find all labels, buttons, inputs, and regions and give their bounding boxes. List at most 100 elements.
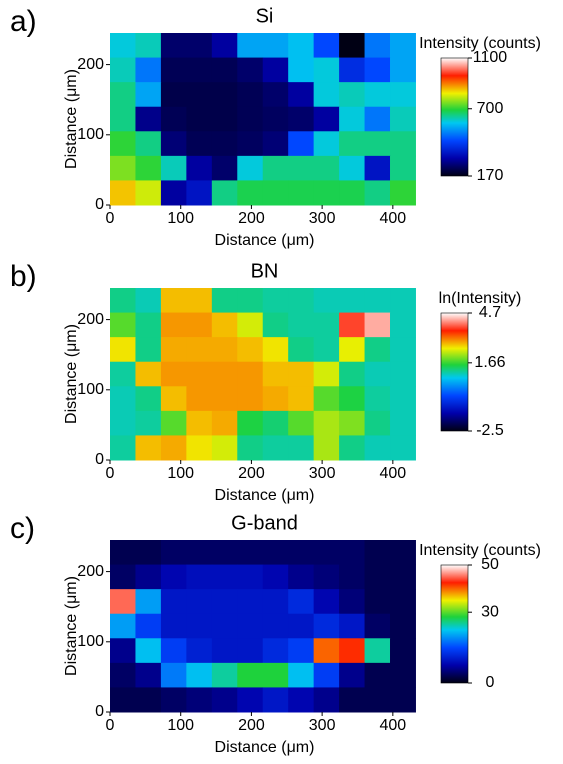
heatmap-cell <box>160 106 187 132</box>
heatmap-cell <box>339 82 366 108</box>
heatmap-cell <box>262 106 289 132</box>
heatmap-cell <box>313 180 340 206</box>
heatmap-cell <box>364 180 391 206</box>
heatmap-cell <box>110 589 136 615</box>
x-tick-label: 200 <box>238 465 265 482</box>
heatmap-cell <box>211 180 238 206</box>
heatmap-cell <box>364 638 391 664</box>
heatmap-cell <box>110 131 136 157</box>
heatmap-cell <box>262 131 289 157</box>
heatmap-cell <box>135 33 162 59</box>
heatmap-cell <box>211 82 238 108</box>
heatmap-cell <box>135 361 162 387</box>
heatmap-cell <box>135 638 162 664</box>
heatmap-cell <box>390 687 416 713</box>
heatmap-cell <box>313 435 340 461</box>
heatmap-cell <box>390 106 416 132</box>
heatmap-cell <box>135 662 162 688</box>
chart-title: Si <box>256 5 274 27</box>
heatmap-cell <box>313 57 340 83</box>
heatmap-cell <box>237 662 264 688</box>
heatmap-cell <box>160 687 187 713</box>
heatmap-cell <box>288 687 315 713</box>
x-tick-label: 400 <box>379 717 406 734</box>
x-tick-label: 300 <box>309 717 336 734</box>
heatmap-cell <box>390 638 416 664</box>
heatmap-cell <box>160 82 187 108</box>
heatmap-cell <box>364 435 391 461</box>
heatmap-cell <box>313 361 340 387</box>
heatmap-cell <box>237 131 264 157</box>
heatmap-cell <box>211 312 238 338</box>
heatmap-cell <box>313 288 340 314</box>
heatmap-cell <box>288 57 315 83</box>
heatmap-cell <box>160 361 187 387</box>
heatmap-cell <box>160 180 187 206</box>
heatmap-cell <box>364 337 391 363</box>
heatmap-cell <box>313 386 340 412</box>
heatmap-cell <box>262 57 289 83</box>
heatmap-cell <box>364 564 391 590</box>
heatmap-cell <box>390 564 416 590</box>
heatmap-cell <box>262 662 289 688</box>
heatmap-cell <box>262 613 289 639</box>
heatmap-cell <box>364 131 391 157</box>
heatmap-cell <box>135 288 162 314</box>
heatmap-cell <box>110 106 136 132</box>
heatmap-cell <box>262 386 289 412</box>
y-tick-label: 100 <box>77 381 104 398</box>
y-axis-label: Distance (μm) <box>63 324 80 424</box>
heatmap-cell <box>390 613 416 639</box>
heatmap-cell <box>339 435 366 461</box>
heatmap-cell <box>364 687 391 713</box>
heatmap-cell <box>110 361 136 387</box>
y-tick-label: 200 <box>77 56 104 73</box>
heatmap-cell <box>160 564 187 590</box>
heatmap-cell <box>211 687 238 713</box>
heatmap-cell <box>237 33 264 59</box>
heatmap-cell <box>364 662 391 688</box>
heatmap-cell <box>186 638 213 664</box>
heatmap-cell <box>237 613 264 639</box>
heatmap-cell <box>262 312 289 338</box>
heatmap-cell <box>364 106 391 132</box>
heatmap-cell <box>135 106 162 132</box>
colorbar-tick-label: 1100 <box>473 49 508 66</box>
heatmap-cell <box>186 155 213 181</box>
heatmap-cell <box>262 540 289 566</box>
heatmap-cell <box>211 386 238 412</box>
heatmap-cell <box>339 638 366 664</box>
x-axis-label: Distance (μm) <box>215 232 315 249</box>
colorbar-tick-label: -2.5 <box>476 422 504 439</box>
heatmap-cell <box>288 337 315 363</box>
heatmap-cell <box>211 638 238 664</box>
heatmap-cell <box>135 337 162 363</box>
heatmap-cell <box>313 687 340 713</box>
heatmap-cell <box>186 361 213 387</box>
heatmap-cell <box>110 57 136 83</box>
heatmap-cell <box>237 180 264 206</box>
x-tick-label: 0 <box>106 465 115 482</box>
heatmap-cell <box>110 410 136 436</box>
y-tick-label: 100 <box>77 633 104 650</box>
heatmap-cell <box>211 361 238 387</box>
heatmap-cell <box>135 687 162 713</box>
heatmap-cell <box>110 82 136 108</box>
panel-label: a) <box>10 5 37 38</box>
heatmap-cell <box>135 312 162 338</box>
y-tick-label: 0 <box>95 703 104 720</box>
heatmap-cell <box>313 589 340 615</box>
heatmap-cell <box>339 33 366 59</box>
heatmap-cell <box>313 638 340 664</box>
heatmap-cell <box>262 589 289 615</box>
heatmap-cell <box>262 337 289 363</box>
heatmap-cell <box>339 180 366 206</box>
heatmap-cell <box>288 435 315 461</box>
heatmap-cell <box>288 662 315 688</box>
heatmap-cell <box>313 410 340 436</box>
heatmap-cell <box>237 155 264 181</box>
heatmap-cell <box>288 155 315 181</box>
x-tick-label: 100 <box>167 717 194 734</box>
heatmap-cell <box>262 564 289 590</box>
heatmap-cell <box>110 288 136 314</box>
